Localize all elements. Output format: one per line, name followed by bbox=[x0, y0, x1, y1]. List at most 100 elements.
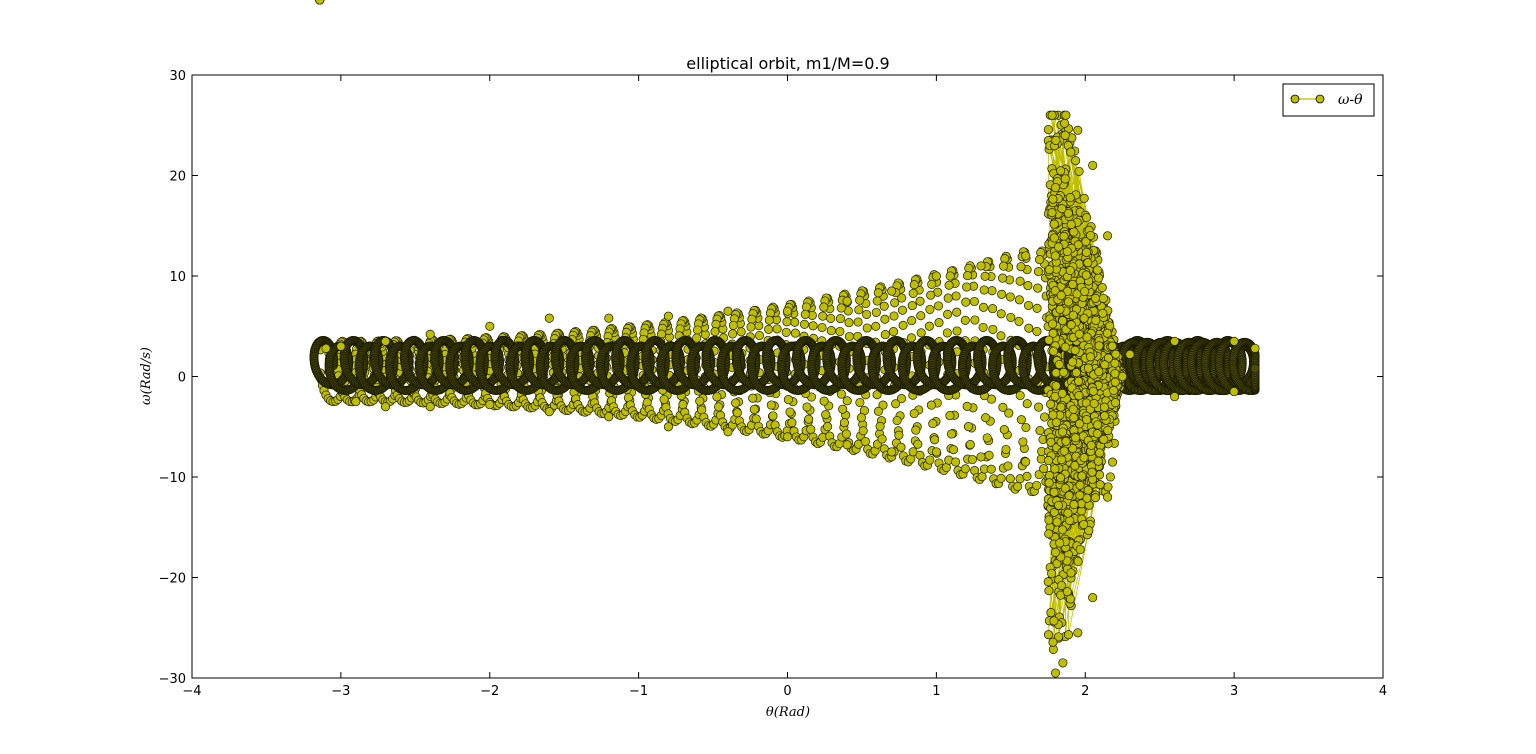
data-point bbox=[799, 319, 810, 329]
data-point bbox=[855, 397, 865, 408]
data-point bbox=[907, 301, 917, 311]
data-point bbox=[977, 472, 987, 482]
data-point bbox=[747, 314, 757, 324]
data-point bbox=[315, 0, 325, 5]
data-point bbox=[1103, 482, 1113, 492]
data-point bbox=[1005, 292, 1015, 302]
data-point bbox=[678, 400, 688, 410]
data-point bbox=[969, 296, 979, 307]
data-point bbox=[944, 280, 954, 290]
data-point bbox=[892, 415, 902, 426]
data-point bbox=[890, 298, 900, 308]
data-point bbox=[913, 439, 923, 449]
data-point bbox=[804, 414, 814, 424]
data-point bbox=[1039, 412, 1050, 422]
data-point bbox=[1021, 422, 1031, 433]
data-point bbox=[1032, 480, 1042, 490]
data-point bbox=[1014, 316, 1024, 326]
data-point bbox=[844, 331, 854, 342]
data-point bbox=[967, 454, 977, 465]
data-point bbox=[897, 305, 908, 315]
data-point bbox=[894, 430, 904, 440]
data-point bbox=[841, 429, 851, 439]
data-point bbox=[962, 282, 972, 292]
data-point bbox=[1107, 457, 1118, 467]
data-point bbox=[943, 309, 953, 319]
data-point bbox=[819, 302, 829, 312]
data-point bbox=[1036, 454, 1046, 464]
data-point bbox=[766, 400, 776, 410]
data-point bbox=[1000, 254, 1010, 264]
data-point bbox=[988, 324, 998, 334]
data-point bbox=[978, 322, 988, 332]
data-point bbox=[1013, 481, 1023, 492]
data-point bbox=[909, 280, 919, 290]
data-point bbox=[853, 317, 863, 327]
data-point bbox=[856, 413, 866, 423]
data-point bbox=[819, 396, 829, 406]
data-point bbox=[952, 326, 962, 336]
data-point bbox=[754, 321, 764, 331]
data-point bbox=[842, 396, 852, 406]
data-point bbox=[996, 331, 1006, 341]
data-point bbox=[1032, 303, 1042, 313]
data-point bbox=[896, 442, 906, 452]
data-point bbox=[925, 455, 935, 465]
data-point bbox=[692, 325, 703, 335]
data-point bbox=[965, 440, 975, 450]
data-point bbox=[817, 322, 827, 333]
data-point bbox=[862, 309, 872, 319]
data-point bbox=[1033, 267, 1044, 277]
data-point bbox=[808, 321, 818, 331]
data-point bbox=[836, 303, 846, 313]
data-point bbox=[806, 424, 816, 434]
data-point bbox=[998, 273, 1008, 283]
data-point bbox=[751, 414, 761, 424]
data-point bbox=[1035, 255, 1045, 265]
chart-title: elliptical orbit, m1/M=0.9 bbox=[686, 54, 889, 73]
data-point bbox=[1023, 281, 1033, 291]
data-point bbox=[934, 318, 944, 328]
data-point bbox=[925, 304, 935, 314]
data-point bbox=[933, 301, 944, 311]
data-point bbox=[835, 326, 845, 337]
data-point bbox=[860, 436, 870, 447]
data-point bbox=[970, 315, 980, 325]
data-point bbox=[908, 288, 918, 298]
data-point bbox=[926, 290, 936, 300]
data-point bbox=[746, 322, 756, 332]
data-point bbox=[909, 408, 919, 419]
data-point bbox=[731, 398, 741, 408]
data-point bbox=[802, 402, 812, 412]
data-point bbox=[952, 307, 962, 317]
data-point bbox=[1001, 444, 1011, 455]
data-point bbox=[732, 408, 742, 418]
data-point bbox=[695, 396, 705, 406]
data-point bbox=[999, 261, 1009, 271]
data-point bbox=[818, 311, 828, 321]
data-point bbox=[930, 435, 940, 445]
data-point bbox=[1006, 312, 1016, 322]
data-point bbox=[942, 328, 952, 338]
data-point bbox=[1015, 276, 1025, 286]
data-point bbox=[839, 418, 849, 428]
data-point bbox=[946, 429, 957, 439]
data-point bbox=[928, 419, 938, 429]
data-point bbox=[800, 309, 810, 319]
data-point bbox=[951, 291, 961, 301]
data-point bbox=[907, 316, 917, 326]
data-point bbox=[988, 304, 998, 314]
data-point bbox=[960, 464, 970, 474]
data-point bbox=[1035, 426, 1045, 436]
data-point bbox=[891, 399, 901, 409]
data-point bbox=[749, 404, 759, 414]
data-point bbox=[877, 434, 887, 444]
data-point bbox=[862, 323, 872, 333]
data-point bbox=[790, 328, 800, 338]
data-point bbox=[906, 333, 916, 343]
data-point bbox=[772, 324, 782, 334]
data-point bbox=[1018, 437, 1028, 447]
data-point bbox=[1024, 323, 1034, 333]
data-point bbox=[980, 271, 990, 281]
data-point bbox=[872, 296, 882, 306]
